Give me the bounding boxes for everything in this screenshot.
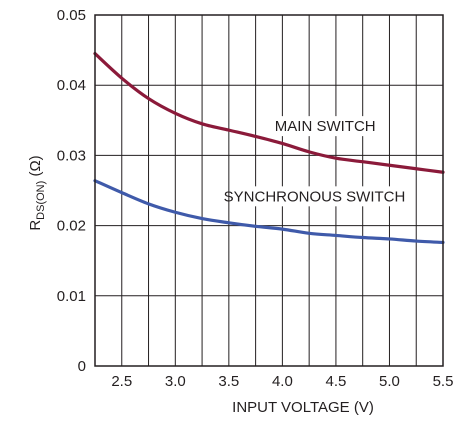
y-axis-title-subscript: DS(ON) bbox=[35, 181, 47, 220]
y-tick-label: 0.01 bbox=[57, 288, 86, 305]
x-tick-label: 5.0 bbox=[379, 373, 400, 390]
plot-frame bbox=[94, 14, 444, 367]
y-tick-label: 0.02 bbox=[57, 218, 86, 235]
annotation-background bbox=[234, 186, 395, 207]
annotations: MAIN SWITCH SYNCHRONOUS SWITCH bbox=[224, 116, 406, 207]
x-tick-label: 4.0 bbox=[272, 373, 293, 390]
x-tick-label: 5.5 bbox=[433, 373, 454, 390]
y-tick-label: 0.05 bbox=[57, 7, 86, 24]
series-line-main-switch bbox=[93, 52, 445, 174]
y-axis-title-unit: (Ω) bbox=[27, 155, 44, 180]
y-axis-title: RDS(ON) (Ω) bbox=[27, 155, 47, 230]
y-tick-label: 0.04 bbox=[57, 77, 86, 94]
annotation-label: MAIN SWITCH bbox=[275, 118, 376, 135]
x-tick-label: 3.0 bbox=[165, 373, 186, 390]
annotation-label: SYNCHRONOUS SWITCH bbox=[224, 188, 406, 205]
x-tick-labels: 2.5 3.0 3.5 4.0 4.5 5.0 5.5 bbox=[111, 373, 453, 390]
y-axis-title-main: R bbox=[27, 220, 44, 231]
x-tick-label: 4.5 bbox=[325, 373, 346, 390]
y-tick-label: 0 bbox=[78, 358, 86, 375]
series-layer bbox=[93, 52, 445, 245]
x-tick-label: 2.5 bbox=[111, 373, 132, 390]
annotation-background bbox=[274, 116, 376, 137]
y-tick-labels: 0 0.01 0.02 0.03 0.04 0.05 bbox=[57, 7, 86, 375]
x-tick-label: 3.5 bbox=[218, 373, 239, 390]
series-line-synchronous-switch bbox=[93, 179, 445, 245]
x-axis-title: INPUT VOLTAGE (V) bbox=[232, 399, 374, 416]
y-tick-label: 0.03 bbox=[57, 147, 86, 164]
